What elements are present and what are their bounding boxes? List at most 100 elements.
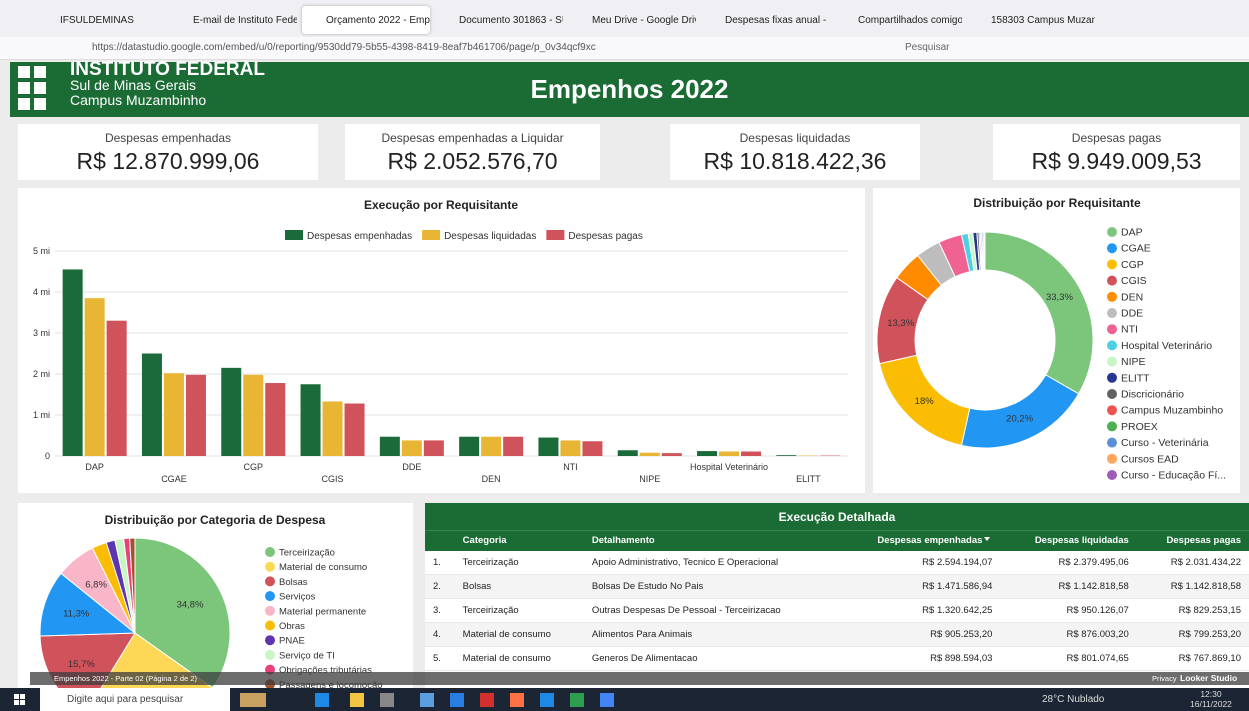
slice xyxy=(129,537,136,634)
legend-label: PROEX xyxy=(1121,421,1158,433)
time: 12:30 xyxy=(1200,689,1222,699)
bar xyxy=(300,384,321,456)
legend-label: Cursos EAD xyxy=(1121,453,1179,465)
legend-swatch xyxy=(546,230,565,240)
legend-label: Curso - Veterinária xyxy=(1121,437,1209,449)
bar xyxy=(697,451,718,456)
bar xyxy=(582,441,603,456)
grid: Categoria Detalhamento Despesas empenhadas… xyxy=(425,530,1249,671)
bar xyxy=(538,437,559,456)
legend-swatch xyxy=(1107,291,1117,302)
kpi-card: Despesas empenhadas R$ 12.870.999,06 xyxy=(18,124,318,180)
legend-swatch xyxy=(265,591,275,602)
header-cell[interactable]: Despesas liquidadas xyxy=(1000,530,1137,551)
cell: R$ 1.142.818,58 xyxy=(1000,574,1137,599)
legend-label: DEN xyxy=(1121,291,1143,303)
tab[interactable]: 158303 Campus Muzambinh xyxy=(991,15,1095,26)
legend-swatch xyxy=(265,635,275,646)
tab[interactable]: Orçamento 2022 - Empenh xyxy=(302,6,430,34)
column-label: Detalhamento xyxy=(591,535,655,547)
tab[interactable]: Documento 301863 - SUAP xyxy=(459,15,563,26)
tab[interactable]: E-mail de Instituto Federal d xyxy=(193,15,297,26)
tab[interactable]: Meu Drive - Google Drive xyxy=(592,15,696,26)
row: 4. Material de consumo Alimentos Para Anim… xyxy=(425,622,1249,647)
header-cell[interactable]: Despesas empenhadas xyxy=(837,530,1001,551)
legend-label: Despesas liquidadas xyxy=(444,231,536,242)
cell: Generos De Alimentacao xyxy=(583,646,838,671)
bar xyxy=(617,450,638,456)
header-cell[interactable]: Despesas pagas xyxy=(1136,530,1249,551)
legend-label: Hospital Veterinário xyxy=(1121,340,1212,352)
legend-label: CGP xyxy=(1121,259,1144,271)
bar xyxy=(221,367,242,456)
y-tick-label: 4 mi xyxy=(33,287,50,297)
sort-icon[interactable] xyxy=(982,535,992,543)
header-cell: Detalhamento xyxy=(583,530,838,551)
row: 2. Bolsas Bolsas De Estudo No Pais R$ 1.471… xyxy=(425,574,1249,599)
chart-title: Distribuição por Requisitante xyxy=(973,196,1141,210)
x-tick-label: DEN xyxy=(482,474,501,484)
bar xyxy=(741,451,762,456)
legend-swatch xyxy=(1107,243,1117,254)
x-tick-label: NTI xyxy=(563,462,578,472)
privacy-link[interactable]: Privacy xyxy=(1152,674,1177,683)
search-box[interactable]: Pesquisar xyxy=(905,42,950,53)
bar xyxy=(344,403,365,456)
legend-swatch xyxy=(1107,389,1117,399)
legend-swatch xyxy=(1107,405,1117,416)
legend-label: ELITT xyxy=(1121,372,1150,384)
column-label: Despesas empenhadas xyxy=(877,535,983,547)
logo-text: INSTITUTO FEDERAL Sul de Minas Gerais Ca… xyxy=(70,60,265,108)
bar xyxy=(62,269,83,456)
legend-swatch xyxy=(1107,453,1117,464)
brand: Looker Studio xyxy=(1180,673,1238,683)
legend-swatch xyxy=(1107,470,1117,480)
chart-title: Execução por Requisitante xyxy=(364,198,518,212)
start-button[interactable] xyxy=(14,694,26,706)
legend-label: Material permanente xyxy=(279,606,366,617)
cell: Terceirização xyxy=(454,550,584,575)
legend-label: PNAE xyxy=(279,636,305,647)
url[interactable]: https://datastudio.google.com/embed/u/0/… xyxy=(92,42,596,53)
legend-label: DDE xyxy=(1121,308,1143,320)
legend-label: Obrigações tributárias xyxy=(279,665,372,676)
x-tick-label: CGIS xyxy=(322,474,344,484)
cell: 4. xyxy=(425,622,455,647)
legend-swatch xyxy=(1107,275,1117,286)
column-label: Despesas pagas xyxy=(1166,535,1241,547)
tab[interactable]: IFSULDEMINAS xyxy=(60,15,134,26)
column-label: Despesas liquidadas xyxy=(1034,535,1129,547)
page-selector[interactable]: Empenhos 2022 - Parte 02 (Página 2 de 2) xyxy=(54,674,198,683)
bar xyxy=(423,440,444,456)
slice xyxy=(984,231,1094,395)
header: INSTITUTO FEDERAL Sul de Minas Gerais Ca… xyxy=(10,60,1249,117)
slice-label: 11,3% xyxy=(63,608,90,619)
tab[interactable]: Despesas fixas anual - Plani xyxy=(725,15,829,26)
clock[interactable]: 12:30 16/11/2022 xyxy=(1190,689,1232,709)
column-label: Categoria xyxy=(462,535,507,547)
taskbar-search[interactable]: Digite aqui para pesquisar xyxy=(40,688,230,711)
tab[interactable]: Compartilhados comigo - G xyxy=(858,15,962,26)
cell: Material de consumo xyxy=(454,646,584,671)
kpi-card: Despesas empenhadas a Liquidar R$ 2.052.5… xyxy=(345,124,600,180)
bar xyxy=(379,436,400,456)
bar xyxy=(185,374,206,456)
logo-line: Sul de Minas Gerais xyxy=(70,77,197,93)
cell: R$ 1.142.818,58 xyxy=(1136,574,1249,599)
x-tick-label: ELITT xyxy=(796,474,821,484)
x-tick-label: Hospital Veterinário xyxy=(690,462,768,472)
legend-label: DAP xyxy=(1121,227,1143,239)
legend-label: NIPE xyxy=(1121,356,1146,368)
kpi-label: Despesas pagas xyxy=(1071,131,1162,145)
cell: R$ 905.253,20 xyxy=(837,622,1001,647)
cell: R$ 898.594,03 xyxy=(837,646,1001,671)
slice-label: 20,2% xyxy=(1006,414,1033,425)
slice-label: 18% xyxy=(915,396,935,407)
bar xyxy=(776,455,797,456)
legend-swatch xyxy=(1107,356,1117,367)
legend-label: Obras xyxy=(279,621,305,632)
x-tick-label: CGAE xyxy=(161,474,187,484)
cell: Outras Despesas De Pessoal - Terceirizac… xyxy=(583,598,838,623)
weather[interactable]: 28°C Nublado xyxy=(1042,694,1105,705)
cell: 3. xyxy=(425,598,455,623)
